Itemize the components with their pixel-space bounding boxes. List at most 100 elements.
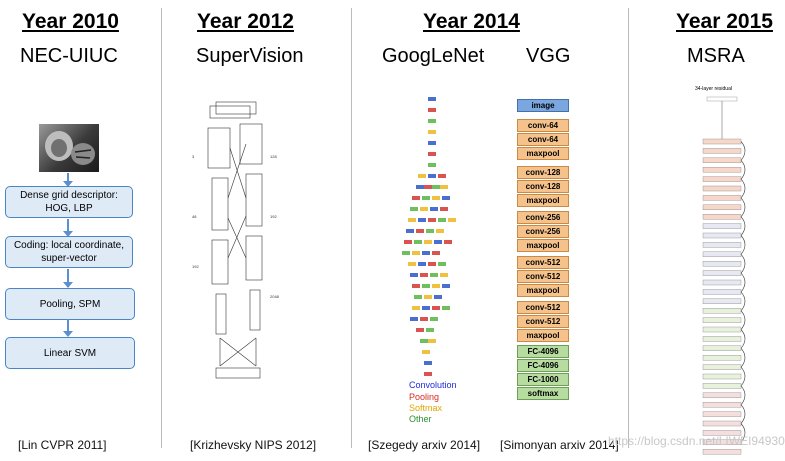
citation-simonyan-arxiv: [Simonyan arxiv 2014] xyxy=(500,438,619,452)
resnet-layer-block xyxy=(702,449,742,455)
googlenet-block xyxy=(438,174,446,178)
resnet-layer-block xyxy=(702,157,742,164)
resnet-layer-block xyxy=(702,364,742,370)
googlenet-block xyxy=(432,185,440,189)
vgg-layer-conv-512: conv-512 xyxy=(517,270,569,283)
googlenet-block xyxy=(420,273,428,277)
resnet-skip-connection xyxy=(740,235,746,255)
legend-softmax: Softmax xyxy=(409,403,443,413)
googlenet-block xyxy=(434,295,442,299)
year-2014-heading: Year 2014 xyxy=(423,10,520,33)
googlenet-block xyxy=(418,218,426,222)
watermark: https://blog.csdn.net/LIWEI9493093 xyxy=(608,434,785,448)
googlenet-block xyxy=(440,273,448,277)
googlenet-block xyxy=(424,185,432,189)
googlenet-block xyxy=(438,218,446,222)
divider-3 xyxy=(628,8,629,448)
resnet-layer-block xyxy=(702,355,742,361)
googlenet-block xyxy=(422,284,430,288)
svg-text:48: 48 xyxy=(192,214,197,219)
googlenet-block xyxy=(416,328,424,332)
googlenet-block xyxy=(430,273,438,277)
team-msra: MSRA xyxy=(687,45,745,67)
resnet-skip-connection xyxy=(740,366,746,387)
googlenet-block xyxy=(432,306,440,310)
vgg-layer-maxpool: maxpool xyxy=(517,194,569,207)
googlenet-block xyxy=(408,218,416,222)
resnet-layer-block xyxy=(702,251,742,258)
citation-lin-cvpr: [Lin CVPR 2011] xyxy=(18,438,107,452)
step-linear-svm: Linear SVM xyxy=(5,337,135,369)
vgg-layer-conv-64: conv-64 xyxy=(517,133,569,146)
googlenet-block xyxy=(432,251,440,255)
googlenet-block xyxy=(436,229,444,233)
vgg-layer-fc-4096: FC-4096 xyxy=(517,345,569,358)
googlenet-block xyxy=(408,262,416,266)
resnet-skip-connection xyxy=(740,160,746,180)
alexnet-architecture-diagram: 3 48 192 128 192 2048 xyxy=(192,101,280,379)
googlenet-block xyxy=(428,108,436,112)
resnet-skip-connection xyxy=(740,310,746,330)
svg-text:128: 128 xyxy=(270,154,277,159)
resnet-layer-block xyxy=(702,148,742,154)
lion-photo xyxy=(39,124,99,172)
googlenet-block xyxy=(430,207,438,211)
resnet-layer-block xyxy=(702,383,742,389)
resnet-layer-block xyxy=(702,430,742,436)
vgg-layer-maxpool: maxpool xyxy=(517,329,569,342)
googlenet-block xyxy=(426,328,434,332)
resnet-layer-block xyxy=(702,392,742,398)
googlenet-block xyxy=(420,339,428,343)
team-supervision: SuperVision xyxy=(196,45,304,67)
resnet-layer-block xyxy=(702,138,742,145)
resnet-layer-block xyxy=(702,402,742,408)
resnet-layer-block xyxy=(702,420,742,427)
year-2012-heading: Year 2012 xyxy=(197,10,294,33)
arrow-pooling-to-svm xyxy=(63,319,73,337)
googlenet-block xyxy=(418,262,426,266)
googlenet-block xyxy=(412,251,420,255)
resnet-skip-connection xyxy=(740,141,746,161)
googlenet-block xyxy=(428,130,436,134)
vgg-layer-conv-64: conv-64 xyxy=(517,119,569,132)
googlenet-block xyxy=(414,240,422,244)
resnet-layer-block xyxy=(702,439,742,445)
resnet-skip-connection xyxy=(740,404,746,424)
resnet-layer-block xyxy=(702,279,742,286)
googlenet-block xyxy=(428,218,436,222)
googlenet-block xyxy=(412,284,420,288)
divider-1 xyxy=(161,8,162,448)
resnet-layer-block xyxy=(702,242,742,248)
resnet-skip-connection xyxy=(740,254,746,274)
googlenet-block xyxy=(426,229,434,233)
googlenet-block xyxy=(442,284,450,288)
legend-convolution: Convolution xyxy=(409,380,457,390)
googlenet-block xyxy=(424,240,432,244)
googlenet-block xyxy=(434,240,442,244)
googlenet-block xyxy=(428,174,436,178)
googlenet-block xyxy=(402,251,410,255)
citation-szegedy-arxiv: [Szegedy arxiv 2014] xyxy=(368,438,481,452)
arrow-photo-to-descriptor xyxy=(63,173,73,187)
vgg-layer-conv-512: conv-512 xyxy=(517,256,569,269)
year-2015-heading: Year 2015 xyxy=(676,10,773,33)
googlenet-block xyxy=(418,174,426,178)
googlenet-block xyxy=(416,185,424,189)
googlenet-block xyxy=(412,196,420,200)
vgg-layer-conv-128: conv-128 xyxy=(517,180,569,193)
googlenet-block xyxy=(430,317,438,321)
vgg-layer-fc-4096: FC-4096 xyxy=(517,359,569,372)
googlenet-block xyxy=(412,306,420,310)
svg-text:192: 192 xyxy=(270,214,277,219)
legend-other: Other xyxy=(409,414,432,424)
resnet-layer-block xyxy=(702,185,742,192)
resnet-layer-block xyxy=(702,260,742,267)
googlenet-block xyxy=(406,229,414,233)
arrow-descriptor-to-coding xyxy=(63,219,73,237)
resnet-layer-block xyxy=(702,289,742,295)
resnet-layer-block xyxy=(702,204,742,211)
googlenet-block xyxy=(422,196,430,200)
googlenet-block xyxy=(420,207,428,211)
googlenet-block xyxy=(444,240,452,244)
vgg-layer-maxpool: maxpool xyxy=(517,284,569,297)
